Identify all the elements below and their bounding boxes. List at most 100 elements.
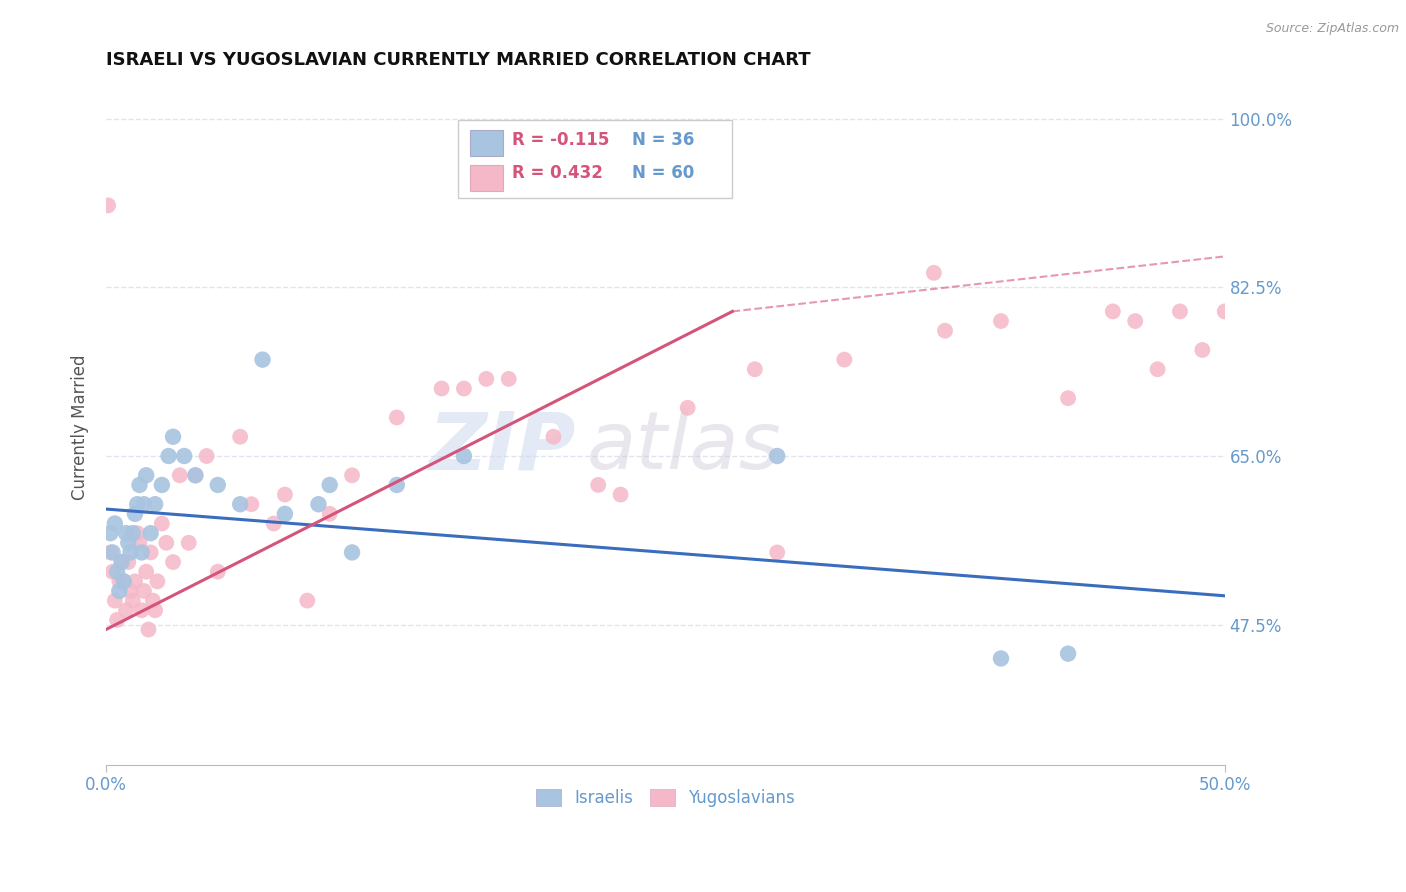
Point — [143, 603, 166, 617]
Point — [110, 555, 132, 569]
Point — [297, 593, 319, 607]
Point — [121, 526, 143, 541]
Point — [157, 449, 180, 463]
Point — [207, 565, 229, 579]
Point — [105, 613, 128, 627]
Point — [132, 584, 155, 599]
Point — [1057, 647, 1080, 661]
Point — [138, 623, 160, 637]
Point — [543, 430, 565, 444]
Point — [453, 382, 475, 396]
FancyBboxPatch shape — [470, 130, 503, 156]
Point — [1168, 304, 1191, 318]
Point — [252, 352, 274, 367]
Point — [318, 507, 340, 521]
Point — [132, 497, 155, 511]
Point — [105, 565, 128, 579]
Point — [318, 478, 340, 492]
Point — [922, 266, 945, 280]
Point — [274, 507, 297, 521]
Point — [184, 468, 207, 483]
Point — [150, 478, 173, 492]
Point — [117, 555, 139, 569]
Point — [139, 526, 162, 541]
Point — [128, 535, 150, 549]
Point — [127, 497, 149, 511]
Point — [177, 535, 200, 549]
Text: N = 60: N = 60 — [631, 164, 695, 182]
Point — [834, 352, 856, 367]
Point — [135, 565, 157, 579]
Point — [97, 198, 120, 212]
Point — [586, 478, 609, 492]
Point — [124, 574, 146, 589]
Legend: Israelis, Yugoslavians: Israelis, Yugoslavians — [529, 782, 801, 814]
Point — [340, 468, 363, 483]
Point — [100, 526, 122, 541]
Point — [766, 545, 789, 559]
Point — [498, 372, 520, 386]
Point — [766, 449, 789, 463]
Point — [139, 545, 162, 559]
Point — [990, 651, 1012, 665]
Point — [308, 497, 330, 511]
Point — [1123, 314, 1146, 328]
Point — [150, 516, 173, 531]
Point — [117, 535, 139, 549]
Point — [121, 593, 143, 607]
Point — [385, 478, 408, 492]
Point — [131, 545, 153, 559]
Point — [1191, 343, 1213, 357]
FancyBboxPatch shape — [470, 165, 503, 191]
Point — [124, 507, 146, 521]
Point — [104, 593, 127, 607]
Point — [110, 555, 132, 569]
Point — [169, 468, 191, 483]
Text: Source: ZipAtlas.com: Source: ZipAtlas.com — [1265, 22, 1399, 36]
Point — [108, 584, 131, 599]
Point — [990, 314, 1012, 328]
Point — [184, 468, 207, 483]
Point — [142, 593, 165, 607]
Point — [108, 574, 131, 589]
Point — [112, 574, 135, 589]
Point — [430, 382, 453, 396]
Point — [934, 324, 956, 338]
Point — [1213, 304, 1236, 318]
Point — [104, 516, 127, 531]
Text: ISRAELI VS YUGOSLAVIAN CURRENTLY MARRIED CORRELATION CHART: ISRAELI VS YUGOSLAVIAN CURRENTLY MARRIED… — [105, 51, 810, 69]
Point — [120, 584, 142, 599]
Text: R = 0.432: R = 0.432 — [512, 164, 603, 182]
Point — [385, 410, 408, 425]
Point — [120, 545, 142, 559]
Point — [274, 487, 297, 501]
Point — [131, 603, 153, 617]
Point — [229, 497, 252, 511]
Point — [229, 430, 252, 444]
Point — [744, 362, 766, 376]
Point — [1101, 304, 1123, 318]
Point — [453, 449, 475, 463]
Point — [127, 526, 149, 541]
Point — [173, 449, 195, 463]
Point — [195, 449, 218, 463]
Point — [112, 574, 135, 589]
Point — [475, 372, 498, 386]
Point — [143, 497, 166, 511]
Text: ZIP: ZIP — [429, 409, 576, 486]
Point — [135, 468, 157, 483]
Text: atlas: atlas — [586, 409, 782, 486]
Point — [115, 603, 138, 617]
Point — [155, 535, 177, 549]
Point — [162, 430, 184, 444]
Point — [1057, 391, 1080, 405]
Point — [115, 526, 138, 541]
Point — [162, 555, 184, 569]
Point — [207, 478, 229, 492]
Point — [676, 401, 699, 415]
Point — [128, 478, 150, 492]
Point — [263, 516, 285, 531]
Point — [100, 545, 122, 559]
Text: R = -0.115: R = -0.115 — [512, 131, 609, 149]
FancyBboxPatch shape — [458, 120, 733, 198]
